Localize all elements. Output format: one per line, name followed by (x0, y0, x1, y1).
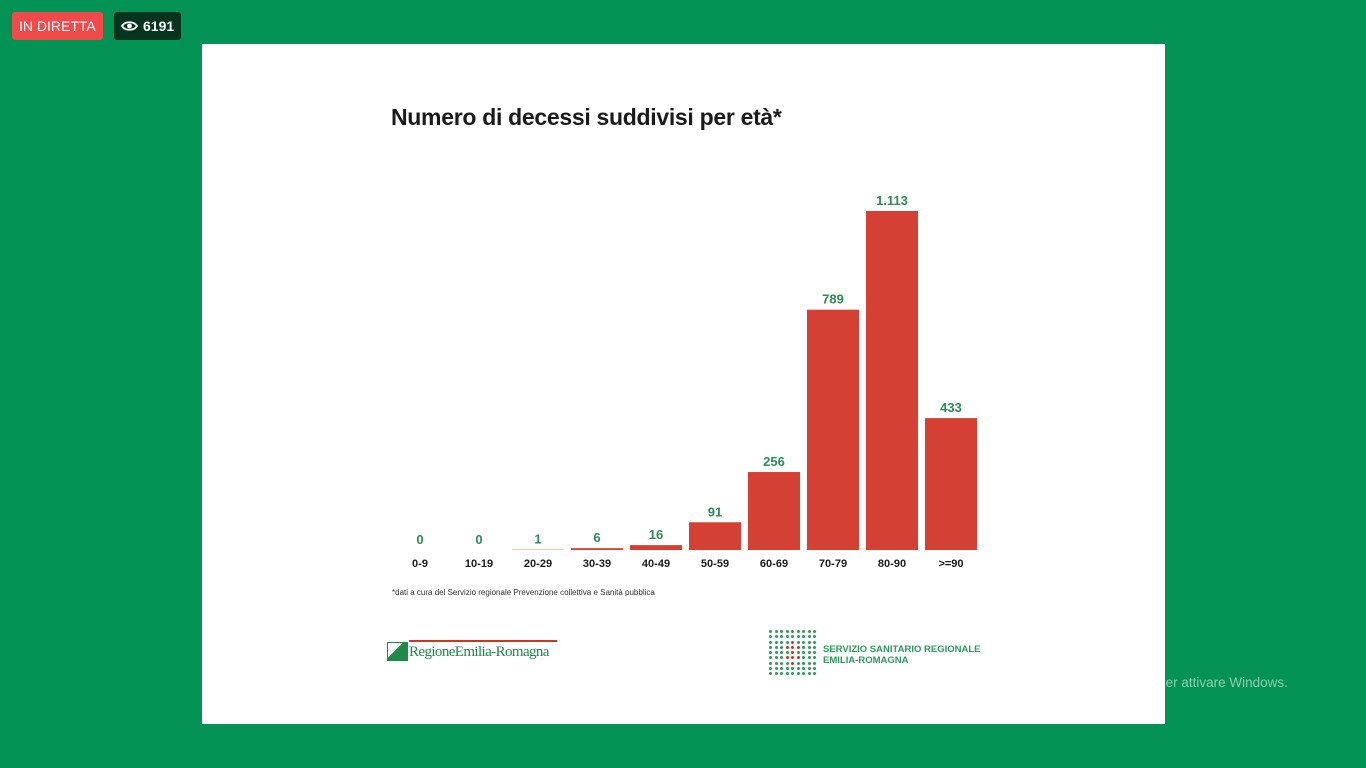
value-label-40-49: 16 (649, 527, 663, 542)
value-label-30-39: 6 (593, 530, 600, 545)
chart-title: Numero di decessi suddivisi per età* (391, 104, 782, 130)
deaths-by-age-bar-chart: 0 0-9 0 10-19 1 20-29 6 30-39 16 40-49 91 50-59 256 6… (412, 193, 977, 570)
dot-grid-icon (769, 630, 816, 676)
regione-flag-icon (387, 642, 408, 661)
bar->=90 (925, 418, 977, 550)
value-label-60-69: 256 (763, 454, 785, 469)
category-label-80-90: 80-90 (878, 558, 906, 570)
category-label-30-39: 30-39 (583, 558, 611, 570)
value-label-0-9: 0 (416, 532, 423, 547)
live-badge: IN DIRETTA (12, 12, 103, 40)
chart-footnote: *dati a cura del Servizio regionale Prev… (392, 588, 655, 597)
windows-activation-watermark: Attiva Windows Passa a Impostazioni per … (1026, 650, 1288, 690)
bar-40-49 (630, 545, 682, 550)
logo-left-text: RegioneEmilia-Romagna (409, 644, 549, 660)
viewer-count: 6191 (143, 18, 175, 34)
value-label->=90: 433 (940, 400, 962, 415)
value-label-50-59: 91 (708, 504, 722, 519)
category-label-10-19: 10-19 (465, 558, 493, 570)
regione-emilia-romagna-logo: RegioneEmilia-Romagna (387, 638, 557, 668)
category-label-60-69: 60-69 (760, 558, 788, 570)
servizio-sanitario-logo: SERVIZIO SANITARIO REGIONALE EMILIA-ROMA… (769, 630, 999, 678)
activation-subtitle: Passa a Impostazioni per attivare Window… (1026, 675, 1288, 690)
viewer-count-badge: 6191 (114, 12, 182, 40)
category-label-0-9: 0-9 (412, 558, 428, 570)
bar-80-90 (866, 211, 918, 550)
value-label-80-90: 1.113 (876, 193, 908, 208)
presentation-slide: Numero di decessi suddivisi per età* 0 0-… (202, 44, 1165, 724)
logo-red-line (409, 640, 557, 642)
bar-30-39 (571, 548, 623, 550)
bar-70-79 (807, 309, 859, 550)
category-label-40-49: 40-49 (642, 558, 670, 570)
logo-right-line2: EMILIA-ROMAGNA (823, 655, 909, 666)
bar-50-59 (689, 522, 741, 550)
eye-icon (121, 21, 138, 31)
category-label->=90: >=90 (938, 558, 963, 570)
category-label-50-59: 50-59 (701, 558, 729, 570)
logo-right-text: SERVIZIO SANITARIO REGIONALE EMILIA-ROMA… (823, 644, 980, 666)
value-label-10-19: 0 (475, 532, 482, 547)
logo-right-line1: SERVIZIO SANITARIO REGIONALE (823, 644, 981, 655)
bar-60-69 (748, 472, 800, 550)
category-label-70-79: 70-79 (819, 558, 847, 570)
value-label-70-79: 789 (822, 292, 844, 307)
value-label-20-29: 1 (534, 532, 541, 547)
activation-title: Attiva Windows (1026, 650, 1150, 670)
category-label-20-29: 20-29 (524, 558, 552, 570)
